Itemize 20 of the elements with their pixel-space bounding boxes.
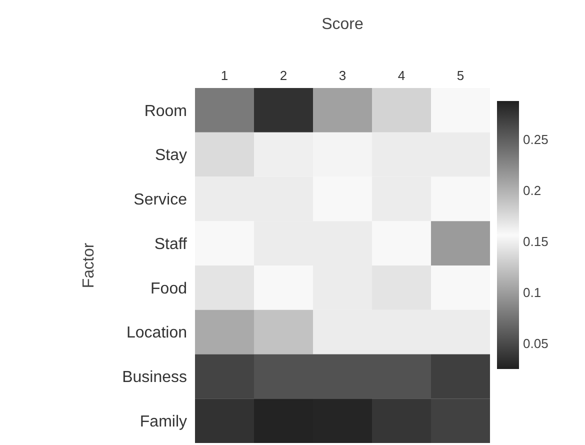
y-tick-label: Food — [150, 280, 187, 298]
y-tick-label: Family — [140, 413, 187, 430]
y-axis-title: Factor — [80, 242, 98, 288]
y-tick-label: Location — [126, 324, 187, 342]
color-bar-label: 0.15 — [523, 234, 548, 250]
color-bar-label: 0.25 — [523, 132, 548, 148]
x-tick-label: 1 — [220, 68, 228, 83]
y-tick-label: Room — [144, 102, 187, 120]
x-tick-label: 5 — [456, 68, 464, 83]
y-tick-label: Business — [122, 369, 187, 386]
y-tick-label: Service — [134, 192, 188, 209]
x-axis-title: Score — [320, 16, 364, 34]
y-tick-label: Staff — [154, 236, 188, 253]
x-tick-label: 3 — [338, 68, 346, 83]
color-bar-label: 0.05 — [523, 336, 548, 352]
x-tick-label: 2 — [280, 68, 288, 83]
y-tick-label: Stay — [154, 147, 187, 164]
color-bar-label: 0.2 — [523, 183, 542, 198]
color-bar-label: 0.1 — [523, 285, 542, 300]
x-tick-label: 4 — [398, 68, 406, 83]
